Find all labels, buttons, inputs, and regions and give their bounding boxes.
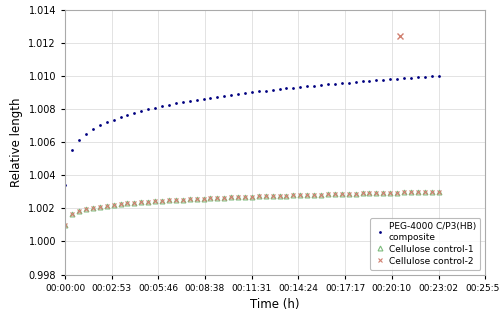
Cellulose control-1	[62, 223, 68, 227]
Cellulose control-1	[394, 191, 400, 194]
PEG-4000 C/P3(HB)
composite	[200, 97, 206, 101]
X-axis label: Time (h): Time (h)	[250, 298, 300, 311]
Y-axis label: Relative length: Relative length	[10, 97, 23, 187]
Legend: PEG-4000 C/P3(HB)
composite, Cellulose control-1, Cellulose control-2: PEG-4000 C/P3(HB) composite, Cellulose c…	[370, 218, 480, 270]
Cellulose control-1	[132, 201, 138, 205]
PEG-4000 C/P3(HB)
composite	[104, 120, 110, 124]
Cellulose control-1	[200, 197, 206, 201]
PEG-4000 C/P3(HB)
composite	[394, 77, 400, 81]
Cellulose control-2	[104, 204, 110, 208]
PEG-4000 C/P3(HB)
composite	[132, 111, 138, 115]
PEG-4000 C/P3(HB)
composite	[436, 74, 442, 78]
Line: Cellulose control-2: Cellulose control-2	[63, 189, 441, 227]
PEG-4000 C/P3(HB)
composite	[428, 74, 434, 78]
Line: PEG-4000 C/P3(HB)
composite: PEG-4000 C/P3(HB) composite	[62, 73, 442, 188]
PEG-4000 C/P3(HB)
composite	[62, 183, 68, 187]
Cellulose control-1	[104, 204, 110, 208]
Cellulose control-1	[152, 199, 158, 203]
Line: Cellulose control-1: Cellulose control-1	[63, 189, 441, 227]
Cellulose control-2	[436, 190, 442, 194]
Cellulose control-2	[428, 190, 434, 194]
Cellulose control-2	[152, 199, 158, 203]
Cellulose control-1	[436, 190, 442, 194]
Cellulose control-2	[394, 191, 400, 194]
Cellulose control-2	[62, 223, 68, 227]
Cellulose control-1	[428, 190, 434, 194]
PEG-4000 C/P3(HB)
composite	[152, 106, 158, 109]
Cellulose control-2	[200, 197, 206, 201]
Cellulose control-2	[132, 201, 138, 205]
